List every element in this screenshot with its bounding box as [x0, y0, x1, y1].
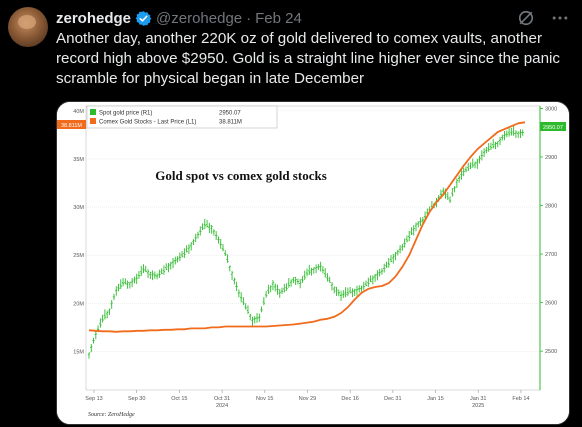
- x-tick-label: Sep 30: [128, 396, 145, 402]
- right-last-tag-text: 2950.07: [543, 125, 563, 131]
- legend-value-gold: 2950.07: [219, 111, 241, 117]
- tweet-text: Another day, another 220K oz of gold del…: [56, 30, 561, 87]
- header-actions: [516, 8, 570, 28]
- x-tick-label: Jan 15: [427, 396, 444, 402]
- left-tick-label: 35M: [73, 157, 84, 163]
- right-tick-label: 2800: [545, 204, 557, 210]
- x-tick-label: Jan 31: [470, 396, 487, 402]
- chart: 40M 35M 30M 25M 20M 15M 3000 2900 2800 2700 2600 2…: [57, 102, 569, 424]
- display-name[interactable]: zerohedge: [56, 9, 132, 27]
- chart-legend: Spot gold price (R1) 2950.07 Comex Gold …: [86, 105, 278, 129]
- tweet-date[interactable]: Feb 24: [255, 9, 302, 27]
- right-tick-label: 3000: [545, 106, 557, 112]
- legend-swatch-stocks: [90, 118, 96, 124]
- x-tick-label: Dec 16: [341, 396, 358, 402]
- right-tick-label: 2700: [545, 252, 557, 258]
- avatar-photo: [18, 15, 36, 29]
- left-tick-label: 15M: [73, 349, 84, 355]
- separator-dot: ·: [246, 9, 252, 27]
- grok-icon[interactable]: [516, 8, 536, 28]
- verified-badge-icon: [135, 10, 152, 26]
- comex-stocks-line: [88, 121, 526, 333]
- user-handle[interactable]: @zerohedge: [156, 9, 243, 27]
- chart-source: Source: ZeroHedge: [88, 412, 135, 418]
- x-tick-label: Oct 15: [171, 396, 187, 402]
- x-tick-label: Feb 14: [512, 396, 529, 402]
- x-tick-label: Oct 31: [214, 396, 230, 402]
- tweet-media[interactable]: 40M 35M 30M 25M 20M 15M 3000 2900 2800 2700 2600 2…: [56, 101, 570, 425]
- x-tick-label: Dec 31: [384, 396, 401, 402]
- x-tick-label: Nov 15: [256, 396, 273, 402]
- legend-label-stocks: Comex Gold Stocks - Last Price (L1): [99, 120, 196, 126]
- more-icon[interactable]: [550, 8, 570, 28]
- left-last-tag: 38.811M: [57, 120, 86, 129]
- right-tick-label: 2600: [545, 301, 557, 307]
- legend-swatch-gold: [90, 109, 96, 115]
- left-tick-label: 25M: [73, 253, 84, 259]
- right-tick-label: 2900: [545, 155, 557, 161]
- right-tick-label: 2500: [545, 349, 557, 355]
- right-last-tag: 2950.07: [540, 122, 566, 131]
- x-year-label: 2024: [216, 403, 228, 409]
- tweet-header: zerohedge @zerohedge · Feb 24: [56, 8, 302, 28]
- x-year-label: 2025: [472, 403, 484, 409]
- left-tick-label: 30M: [73, 205, 84, 211]
- x-tick-label: Nov 29: [299, 396, 316, 402]
- left-tick-label: 40M: [73, 109, 84, 115]
- legend-value-stocks: 38.811M: [219, 120, 242, 126]
- left-last-tag-text: 38.811M: [61, 123, 82, 129]
- x-tick-label: Sep 13: [85, 396, 102, 402]
- left-tick-label: 20M: [73, 301, 84, 307]
- chart-title: Gold spot vs comex gold stocks: [155, 168, 327, 183]
- avatar[interactable]: [8, 7, 48, 47]
- legend-label-gold: Spot gold price (R1): [99, 111, 152, 117]
